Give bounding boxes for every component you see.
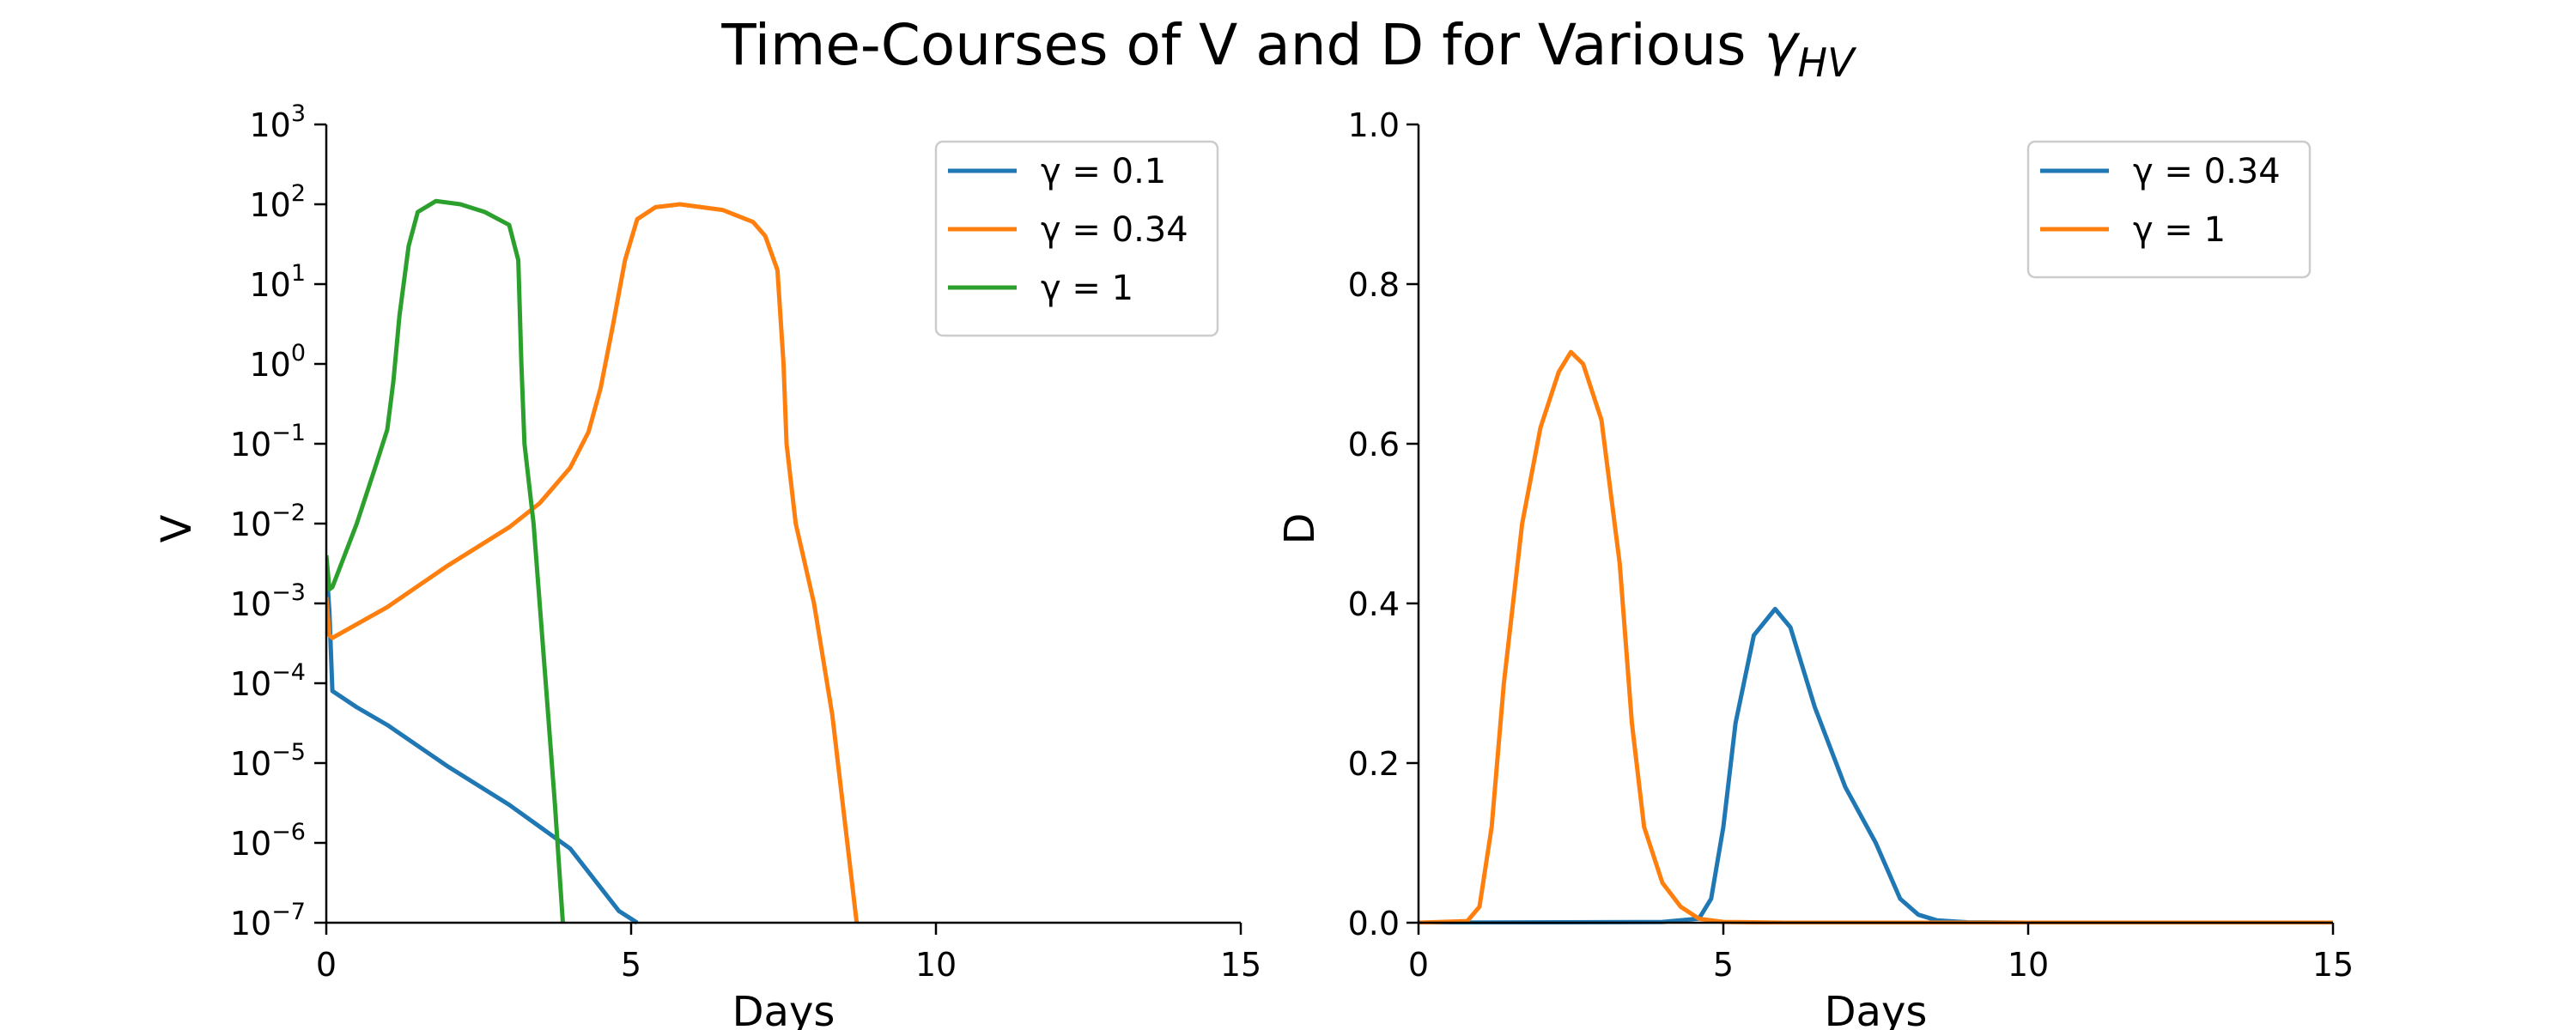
- x-axis-label: Days: [1825, 988, 1928, 1030]
- y-tick-label: 10−5: [230, 739, 306, 783]
- y-tick-label: 100: [249, 340, 306, 384]
- x-tick-label: 15: [2312, 946, 2354, 984]
- y-tick-exponent: −1: [271, 420, 306, 446]
- y-tick-label: 10−3: [230, 579, 306, 623]
- y-tick-base: 10: [230, 506, 271, 543]
- x-tick-label: 15: [1220, 946, 1261, 984]
- y-tick-base: 10: [249, 186, 290, 224]
- x-axis-label: Days: [732, 988, 835, 1030]
- y-tick-label: 0.0: [1348, 905, 1400, 942]
- y-axis-label: D: [1276, 513, 1324, 545]
- y-tick-label: 0.4: [1348, 585, 1400, 623]
- x-tick-label: 5: [1713, 946, 1734, 984]
- y-tick-label: 103: [249, 100, 306, 144]
- y-tick-label: 10−2: [230, 500, 306, 543]
- y-tick-label: 102: [249, 180, 306, 224]
- y-tick-label: 0.2: [1348, 745, 1400, 783]
- y-tick-base: 10: [249, 106, 290, 144]
- series-lines: [326, 198, 860, 924]
- y-tick-exponent: −2: [271, 500, 306, 526]
- y-tick-exponent: −6: [271, 819, 306, 845]
- y-tick-base: 10: [230, 426, 271, 464]
- y-tick-base: 10: [230, 905, 271, 942]
- x-tick-label: 0: [316, 946, 337, 984]
- legend-label: γ = 1: [1041, 269, 1133, 308]
- y-tick-exponent: 2: [291, 180, 306, 207]
- x-tick-label: 5: [621, 946, 641, 984]
- legend-label: γ = 0.34: [2133, 152, 2281, 191]
- legend-frame: [2026, 140, 2312, 279]
- panel-v: 0 5 10 1510−710−610−510−410−310−210−1100101…: [153, 100, 1261, 1030]
- chart-title-text: Time-Courses of V and D for Various: [720, 12, 1764, 78]
- x-tick-label: 10: [915, 946, 957, 984]
- x-tick-label: 10: [2008, 946, 2049, 984]
- legend-label: γ = 1: [2133, 210, 2226, 250]
- y-tick-exponent: −5: [271, 739, 306, 766]
- series-line-0-2: [326, 198, 565, 924]
- y-tick-exponent: −4: [271, 659, 306, 686]
- y-tick-exponent: −7: [271, 899, 306, 925]
- y-tick-exponent: 0: [291, 340, 306, 367]
- chart-title-subscript: HV: [1798, 39, 1858, 86]
- series-line-0-1: [326, 202, 860, 924]
- series-lines: [1419, 349, 2333, 924]
- y-tick-label: 10−6: [230, 819, 306, 863]
- y-tick-label: 10−1: [230, 420, 306, 464]
- series-line-0-0: [326, 565, 639, 924]
- series-line-1-1: [1419, 349, 2333, 924]
- chart-title-symbol: γ: [1764, 12, 1800, 78]
- legend: γ = 0.34 γ = 1: [2026, 140, 2312, 279]
- y-axis-label: V: [153, 514, 201, 542]
- y-tick-base: 10: [230, 585, 271, 623]
- legend-label: γ = 0.34: [1041, 210, 1188, 250]
- y-tick-exponent: 1: [291, 260, 306, 287]
- y-tick-base: 10: [230, 745, 271, 783]
- x-tick-label: 0: [1408, 946, 1429, 984]
- y-tick-label: 0.6: [1348, 426, 1400, 464]
- y-tick-base: 10: [230, 665, 271, 703]
- y-tick-base: 10: [249, 346, 290, 384]
- y-tick-label: 10−7: [230, 899, 306, 942]
- y-tick-exponent: −3: [271, 579, 306, 606]
- chart-title: Time-Courses of V and D for Various γHV: [720, 12, 1857, 86]
- legend-label: γ = 0.1: [1041, 152, 1166, 191]
- y-tick-label: 1.0: [1348, 106, 1400, 144]
- y-tick-exponent: 3: [291, 100, 306, 127]
- legend: γ = 0.1 γ = 0.34 γ = 1: [934, 140, 1219, 337]
- y-tick-label: 0.8: [1348, 266, 1400, 304]
- y-tick-base: 10: [249, 266, 290, 304]
- y-tick-label: 101: [249, 260, 306, 304]
- y-tick-base: 10: [230, 825, 271, 863]
- y-tick-label: 10−4: [230, 659, 306, 703]
- series-line-1-0: [1419, 607, 2333, 924]
